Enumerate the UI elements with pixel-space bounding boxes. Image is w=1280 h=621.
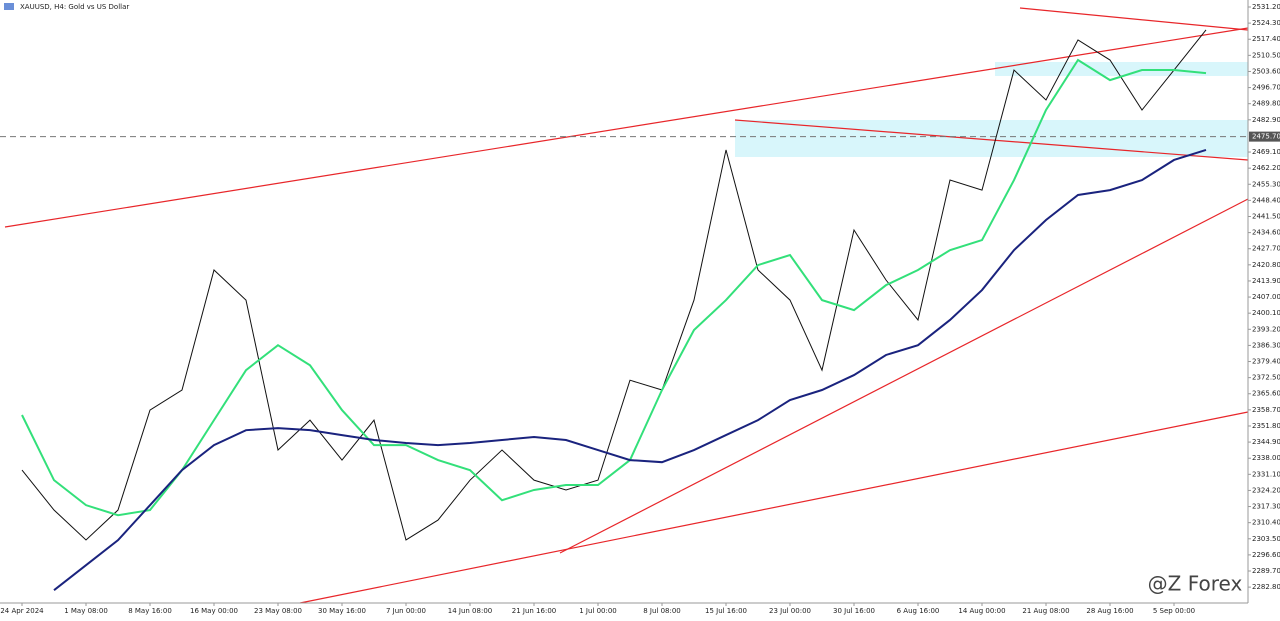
- x-tick-label: 15 Jul 16:00: [705, 607, 747, 615]
- y-tick-label: 2296.60: [1252, 551, 1280, 559]
- y-tick-label: 2441.50: [1252, 212, 1280, 220]
- current-price-box: [1249, 131, 1280, 142]
- y-tick-label: 2427.70: [1252, 245, 1280, 253]
- price-line: [21, 58, 1207, 517]
- x-tick-label: 16 May 00:00: [190, 607, 238, 615]
- trendline: [559, 198, 1249, 554]
- x-tick-label: 30 Jul 16:00: [833, 607, 875, 615]
- price-line: [21, 29, 1207, 541]
- symbol-icon: [4, 3, 14, 10]
- x-tick-label: 23 May 08:00: [254, 607, 302, 615]
- y-tick-label: 2420.80: [1252, 261, 1280, 269]
- y-tick-label: 2365.60: [1252, 390, 1280, 398]
- x-tick-label: 1 Jul 00:00: [579, 607, 617, 615]
- x-tick-label: 8 Jul 08:00: [643, 607, 681, 615]
- zone: [995, 62, 1248, 76]
- y-tick-label: 2379.40: [1252, 358, 1280, 366]
- trendline: [4, 27, 1249, 228]
- trendline: [299, 411, 1249, 604]
- y-tick-label: 2531.20: [1252, 3, 1280, 11]
- y-tick-label: 2413.90: [1252, 277, 1280, 285]
- x-tick-label: 14 Aug 00:00: [958, 607, 1005, 615]
- x-tick-label: 8 May 16:00: [128, 607, 172, 615]
- x-tick-label: 21 Aug 08:00: [1022, 607, 1069, 615]
- x-tick-label: 6 Aug 16:00: [897, 607, 940, 615]
- y-tick-label: 2510.50: [1252, 51, 1280, 59]
- x-tick-label: 21 Jun 16:00: [512, 607, 556, 615]
- y-tick-label: 2496.70: [1252, 84, 1280, 92]
- y-tick-label: 2331.10: [1252, 470, 1280, 478]
- y-tick-label: 2482.90: [1252, 116, 1280, 124]
- y-tick-label: 2317.30: [1252, 503, 1280, 511]
- y-tick-label: 2393.20: [1252, 325, 1280, 333]
- y-tick-label: 2372.50: [1252, 374, 1280, 382]
- x-tick-label: 1 May 08:00: [64, 607, 108, 615]
- y-tick-label: 2310.40: [1252, 519, 1280, 527]
- x-tick-label: 14 Jun 08:00: [448, 607, 492, 615]
- y-tick-label: 2358.70: [1252, 406, 1280, 414]
- x-tick-label: 30 May 16:00: [318, 607, 366, 615]
- y-tick-label: 2282.80: [1252, 583, 1280, 591]
- trendline: [1019, 7, 1249, 31]
- y-tick-label: 2338.00: [1252, 454, 1280, 462]
- y-tick-label: 2303.50: [1252, 535, 1280, 543]
- y-tick-label: 2524.30: [1252, 19, 1280, 27]
- watermark: @Z Forex: [1148, 572, 1243, 596]
- y-tick-label: 2489.80: [1252, 100, 1280, 108]
- x-tick-label: 24 Apr 2024: [0, 607, 44, 615]
- y-tick-label: 2434.60: [1252, 229, 1280, 237]
- y-tick-label: 2469.10: [1252, 148, 1280, 156]
- y-tick-label: 2517.40: [1252, 35, 1280, 43]
- y-tick-label: 2448.40: [1252, 196, 1280, 204]
- y-tick-label: 2344.90: [1252, 438, 1280, 446]
- y-tick-label: 2462.20: [1252, 164, 1280, 172]
- current-price-label: 2475.70: [1252, 133, 1280, 141]
- y-tick-label: 2289.70: [1252, 567, 1280, 575]
- y-tick-label: 2324.20: [1252, 486, 1280, 494]
- x-tick-label: 23 Jul 00:00: [769, 607, 811, 615]
- y-tick-label: 2386.30: [1252, 341, 1280, 349]
- trendline: [734, 119, 1249, 161]
- y-tick-label: 2407.00: [1252, 293, 1280, 301]
- y-tick-label: 2400.10: [1252, 309, 1280, 317]
- chart-title: XAUUSD, H4: Gold vs US Dollar: [20, 3, 129, 11]
- y-tick-label: 2455.30: [1252, 180, 1280, 188]
- y-tick-label: 2351.80: [1252, 422, 1280, 430]
- x-tick-label: 28 Aug 16:00: [1086, 607, 1133, 615]
- y-tick-label: 2503.60: [1252, 67, 1280, 75]
- x-tick-label: 7 Jun 00:00: [386, 607, 426, 615]
- x-tick-label: 5 Sep 00:00: [1153, 607, 1195, 615]
- trendlines: [4, 7, 1249, 604]
- price-line: [53, 148, 1207, 591]
